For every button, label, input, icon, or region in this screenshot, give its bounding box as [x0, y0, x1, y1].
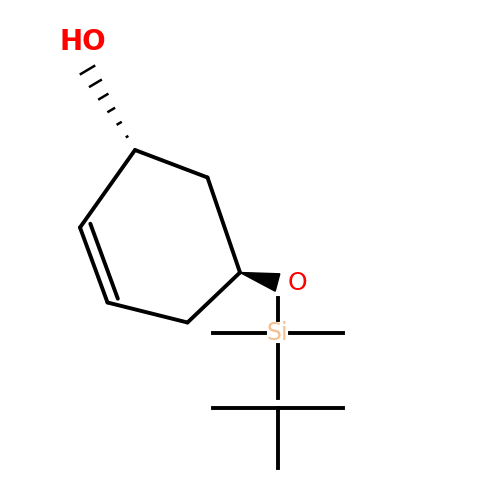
Text: HO: HO	[59, 28, 106, 56]
Text: O: O	[288, 270, 308, 294]
Text: Si: Si	[266, 320, 288, 344]
Polygon shape	[240, 272, 280, 291]
